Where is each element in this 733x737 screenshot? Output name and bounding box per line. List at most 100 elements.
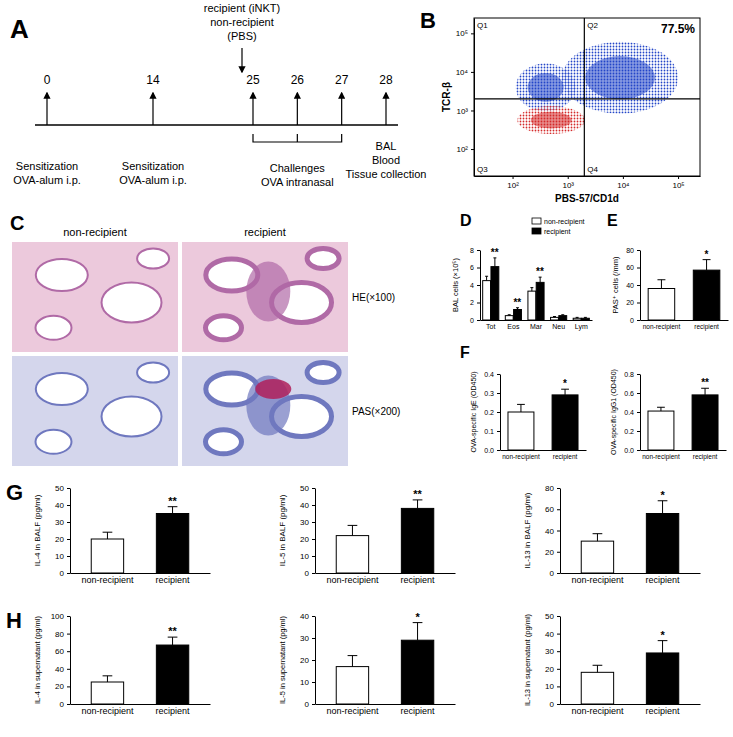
tick: recipient	[646, 704, 681, 716]
airway	[137, 363, 169, 383]
axis-title: BAL cells (×10⁵)	[451, 258, 460, 312]
micrograph	[12, 356, 178, 466]
error-bar	[493, 258, 496, 267]
bar	[551, 317, 559, 320]
tick-mark	[312, 638, 315, 639]
tick: 0	[305, 569, 315, 578]
tick-mark	[497, 393, 500, 394]
challenge-bracket	[253, 134, 342, 142]
tick-mark	[67, 573, 70, 574]
gate-x	[584, 18, 585, 176]
tick-label: non-recipient	[643, 323, 681, 331]
tick: 0	[550, 700, 560, 709]
population-q2	[562, 42, 678, 114]
row-label: PAS(×200)	[352, 406, 400, 417]
tick: 40	[300, 501, 315, 510]
tick-label: 10²	[456, 145, 468, 154]
error-cap	[348, 525, 358, 526]
y-axis: 02468	[470, 247, 480, 324]
tick-mark	[67, 634, 70, 635]
significance: **	[491, 247, 499, 258]
tick-label: 0	[630, 317, 634, 324]
tick-label: 10⁵	[672, 181, 684, 190]
tick-mark	[497, 431, 500, 432]
bar-chart: 01020304050non-recipientrecipientIL-4 in…	[33, 484, 211, 585]
error-bar	[348, 656, 358, 667]
tick-label: 2	[470, 299, 474, 306]
tick-mark	[67, 539, 70, 540]
tick-mark	[557, 616, 560, 617]
tick-label: 10²	[507, 181, 519, 190]
bar-chart: 02468TotEosMarNeuLymBAL cells (×10⁵)****…	[451, 218, 593, 331]
bar	[646, 653, 678, 704]
y-axis: 01020304050	[545, 612, 560, 709]
x-axis: non-recipientrecipient	[561, 704, 701, 716]
population-q2-core	[585, 56, 655, 99]
error-line	[577, 317, 578, 319]
tick-mark	[637, 431, 640, 432]
tick: 10²	[456, 145, 474, 154]
tick: 30	[545, 647, 560, 656]
significance: *	[563, 378, 567, 389]
tick: 10³	[456, 107, 474, 116]
tick: non-recipient	[502, 450, 540, 461]
tick-mark	[637, 374, 640, 375]
tick-label: 0	[550, 569, 555, 578]
population-q3-core	[531, 112, 572, 129]
tick-label: 0	[470, 317, 474, 324]
bar-chart: 01020304050non-recipientrecipientIL-5 in…	[278, 484, 456, 585]
bar	[581, 318, 589, 320]
tick-label: 20	[300, 656, 309, 665]
tick: 0.0	[484, 447, 500, 454]
tick: 50	[55, 484, 70, 493]
quadrant-label: Q4	[587, 165, 598, 174]
tick: 0.4	[484, 371, 500, 378]
tick-label: 20	[300, 535, 309, 544]
axis-line	[641, 320, 729, 321]
bar	[648, 289, 675, 321]
significance: **	[168, 495, 177, 507]
tick-label: non-recipient	[81, 575, 134, 585]
treatment-label: non-recipient	[210, 16, 274, 28]
quadrant-label: Q3	[477, 165, 488, 174]
micrograph-bg	[182, 356, 348, 466]
axis-line	[70, 617, 71, 705]
tick: non-recipient	[571, 573, 624, 585]
tick-label: 60	[626, 264, 634, 271]
tick: non-recipient	[81, 573, 134, 585]
tick-label: 40	[545, 527, 554, 536]
bar	[401, 508, 433, 573]
tick-mark	[67, 556, 70, 557]
error-line	[172, 637, 173, 645]
tick-label: 20	[545, 665, 554, 674]
axis-line	[475, 176, 701, 177]
tick: non-recipient	[643, 320, 681, 331]
tick-label: recipient	[553, 453, 578, 461]
error-line	[597, 534, 598, 541]
significance: *	[415, 611, 420, 623]
tick-mark	[497, 450, 500, 451]
tick-label: non-recipient	[326, 575, 379, 585]
tick: recipient	[401, 704, 436, 716]
tick-label: 8	[470, 247, 474, 254]
error-line	[107, 532, 108, 539]
tick-label: Eos	[507, 323, 520, 330]
error-bar	[593, 534, 603, 541]
tick: 0	[305, 700, 315, 709]
tick-label: non-recipient	[642, 453, 680, 461]
day-label: 26	[291, 73, 305, 87]
tick-label: recipient	[693, 453, 718, 461]
tick-mark	[557, 552, 560, 553]
bar	[156, 514, 188, 574]
bar-chart: 0.00.10.20.30.4non-recipientrecipientOVA…	[470, 371, 587, 461]
tick-label: 10⁴	[456, 68, 469, 77]
tick-mark	[497, 412, 500, 413]
axis-line	[641, 450, 727, 451]
tick-label: 0.0	[484, 447, 494, 454]
tick-mark	[312, 660, 315, 661]
axis-title: IL-13 in supernatant (pg/ml)	[523, 613, 532, 706]
tick-label: 40	[545, 630, 554, 639]
tick-label: recipient	[156, 706, 191, 716]
y-axis: 020406080	[626, 247, 640, 324]
tick-mark	[637, 450, 640, 451]
